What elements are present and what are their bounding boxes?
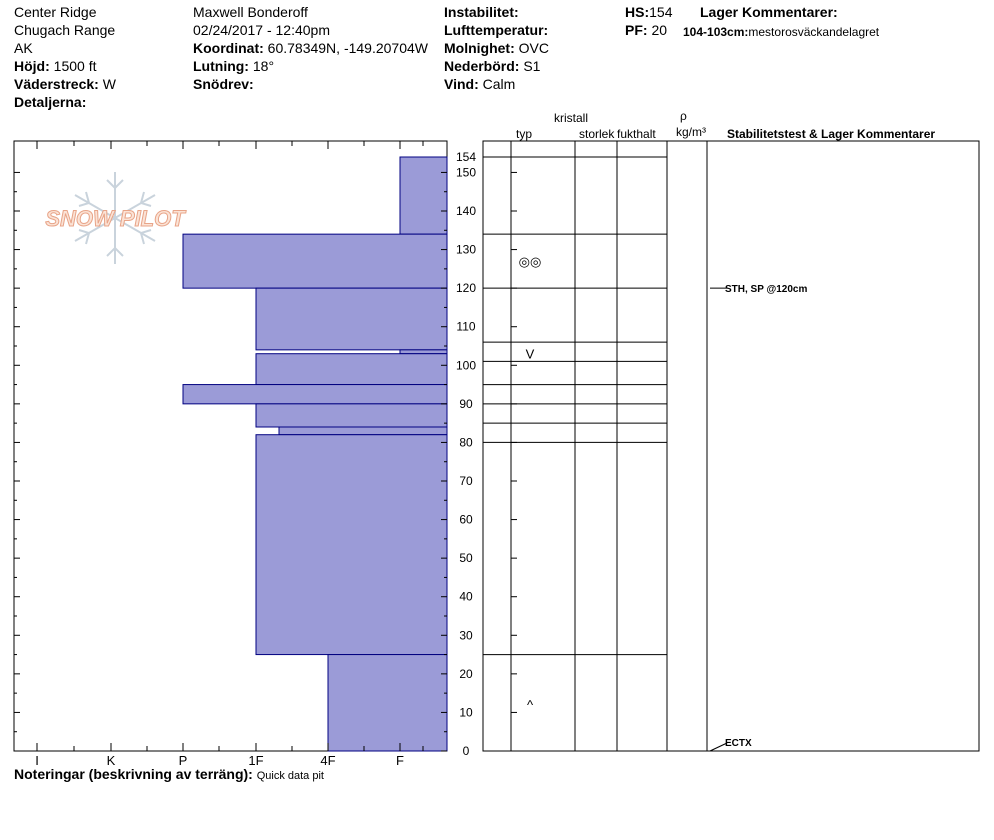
notes-value: Quick data pit	[256, 770, 324, 782]
datetime: 02/24/2017 - 12:40pm	[193, 22, 330, 38]
layer-table-frame	[482, 140, 980, 752]
sky-value: OVC	[518, 40, 549, 56]
y-tick-label: 20	[459, 667, 473, 681]
layer-comment-range: 104-103cm:	[683, 25, 749, 39]
hardness-bar	[399, 156, 448, 235]
layer-comment: 104-103cm:mestorosväckandelagret	[683, 24, 879, 40]
precip-value: S1	[523, 58, 541, 74]
hardness-bar	[255, 287, 448, 351]
y-tick-label: 30	[459, 628, 473, 642]
y-tick-label: 80	[459, 435, 473, 449]
hardness-bar	[182, 233, 448, 289]
layer-comments-label: Lager Kommentarer:	[700, 4, 838, 20]
y-tick-label: 100	[456, 358, 476, 372]
y-tick-label: 90	[459, 397, 473, 411]
x-tick-label: 4F	[320, 753, 335, 768]
y-tick-label: 70	[459, 474, 473, 488]
aspect-label: Väderstreck:	[14, 76, 99, 92]
notes: Noteringar (beskrivning av terräng): Qui…	[14, 766, 324, 784]
coordinates-label: Koordinat:	[193, 40, 264, 56]
y-tick-label: 140	[456, 204, 476, 218]
air-temp-label: Lufttemperatur:	[444, 22, 549, 38]
aspect: Väderstreck: W	[14, 76, 116, 92]
x-tick-label: I	[35, 753, 39, 768]
state: AK	[14, 40, 33, 56]
hardness-bar	[182, 384, 448, 405]
pf: PF: 20	[625, 22, 667, 38]
coordinates: Koordinat: 60.78349N, -149.20704W	[193, 40, 428, 56]
wind-label: Vind:	[444, 76, 479, 92]
wind-value: Calm	[482, 76, 516, 92]
stability-test-label: STH, SP @120cm	[725, 284, 807, 295]
precip-label: Nederbörd:	[444, 58, 520, 74]
elevation-value: 1500 ft	[53, 58, 97, 74]
stability-arrow	[709, 742, 728, 752]
layer-comment-text: mestorosväckandelagret	[748, 25, 880, 39]
y-tick-label: 0	[463, 744, 470, 758]
hs-label: HS:	[625, 4, 650, 20]
hardness-bar	[255, 434, 448, 656]
sky-label: Molnighet:	[444, 40, 515, 56]
x-tick-label: K	[107, 753, 116, 768]
size-header: storlek	[579, 127, 615, 141]
hardness-bar	[327, 654, 448, 752]
slope: Lutning: 18°	[193, 58, 274, 74]
details-label: Detaljerna:	[14, 94, 87, 110]
precipitation: Nederbörd: S1	[444, 58, 540, 74]
slope-value: 18°	[252, 58, 275, 74]
y-tick-label: 50	[459, 551, 473, 565]
y-tick-label: 10	[459, 705, 473, 719]
y-top-label: 154	[456, 150, 476, 164]
elevation: Höjd: 1500 ft	[14, 58, 96, 74]
hs: HS:154	[625, 4, 672, 20]
pf-value: 20	[651, 22, 668, 38]
snowpilot-logo: SNOW PILOT	[45, 172, 187, 264]
y-tick-label: 40	[459, 590, 473, 604]
pf-label: PF:	[625, 22, 648, 38]
sky: Molnighet: OVC	[444, 40, 549, 56]
stability-test-label: ECTX	[725, 738, 752, 749]
y-tick-label: 110	[456, 320, 475, 334]
coordinates-value: 60.78349N, -149.20704W	[267, 40, 428, 56]
aspect-value: W	[102, 76, 116, 92]
y-tick-label: 130	[456, 243, 476, 257]
rho-header: ρ	[680, 109, 687, 123]
type-header: typ	[516, 127, 533, 141]
wind-loading-label: Snödrev:	[193, 76, 254, 92]
hardness-bar	[255, 403, 448, 428]
observer: Maxwell Bonderoff	[193, 4, 308, 20]
slope-label: Lutning:	[193, 58, 249, 74]
y-tick-label: 120	[456, 281, 476, 295]
hardness-bar	[278, 426, 448, 436]
grain-type-symbol: V	[526, 347, 535, 362]
instability-label: Instabilitet:	[444, 4, 519, 20]
stability-header: Stabilitetstest & Lager Kommentarer	[727, 127, 936, 141]
y-tick-label: 60	[459, 513, 473, 527]
wind: Vind: Calm	[444, 76, 515, 92]
density-unit-header: kg/m³	[676, 125, 706, 139]
logo-text: SNOW PILOT	[45, 206, 186, 231]
x-tick-label: 1F	[248, 753, 263, 768]
hardness-bar	[255, 353, 448, 386]
location: Center Ridge	[14, 4, 97, 20]
y-tick-label: 150	[456, 165, 476, 179]
x-tick-label: P	[179, 753, 188, 768]
elevation-label: Höjd:	[14, 58, 50, 74]
crystal-header: kristall	[554, 111, 589, 125]
hardness-bar	[399, 349, 448, 355]
grain-type-symbol: ◎◎	[519, 254, 542, 269]
notes-label: Noteringar (beskrivning av terräng):	[14, 766, 253, 782]
grain-type-symbol: ^	[527, 698, 534, 713]
hs-value: 154	[649, 4, 673, 20]
moisture-header: fukthalt	[617, 127, 656, 141]
mountain-range: Chugach Range	[14, 22, 116, 38]
x-tick-label: F	[396, 753, 404, 768]
